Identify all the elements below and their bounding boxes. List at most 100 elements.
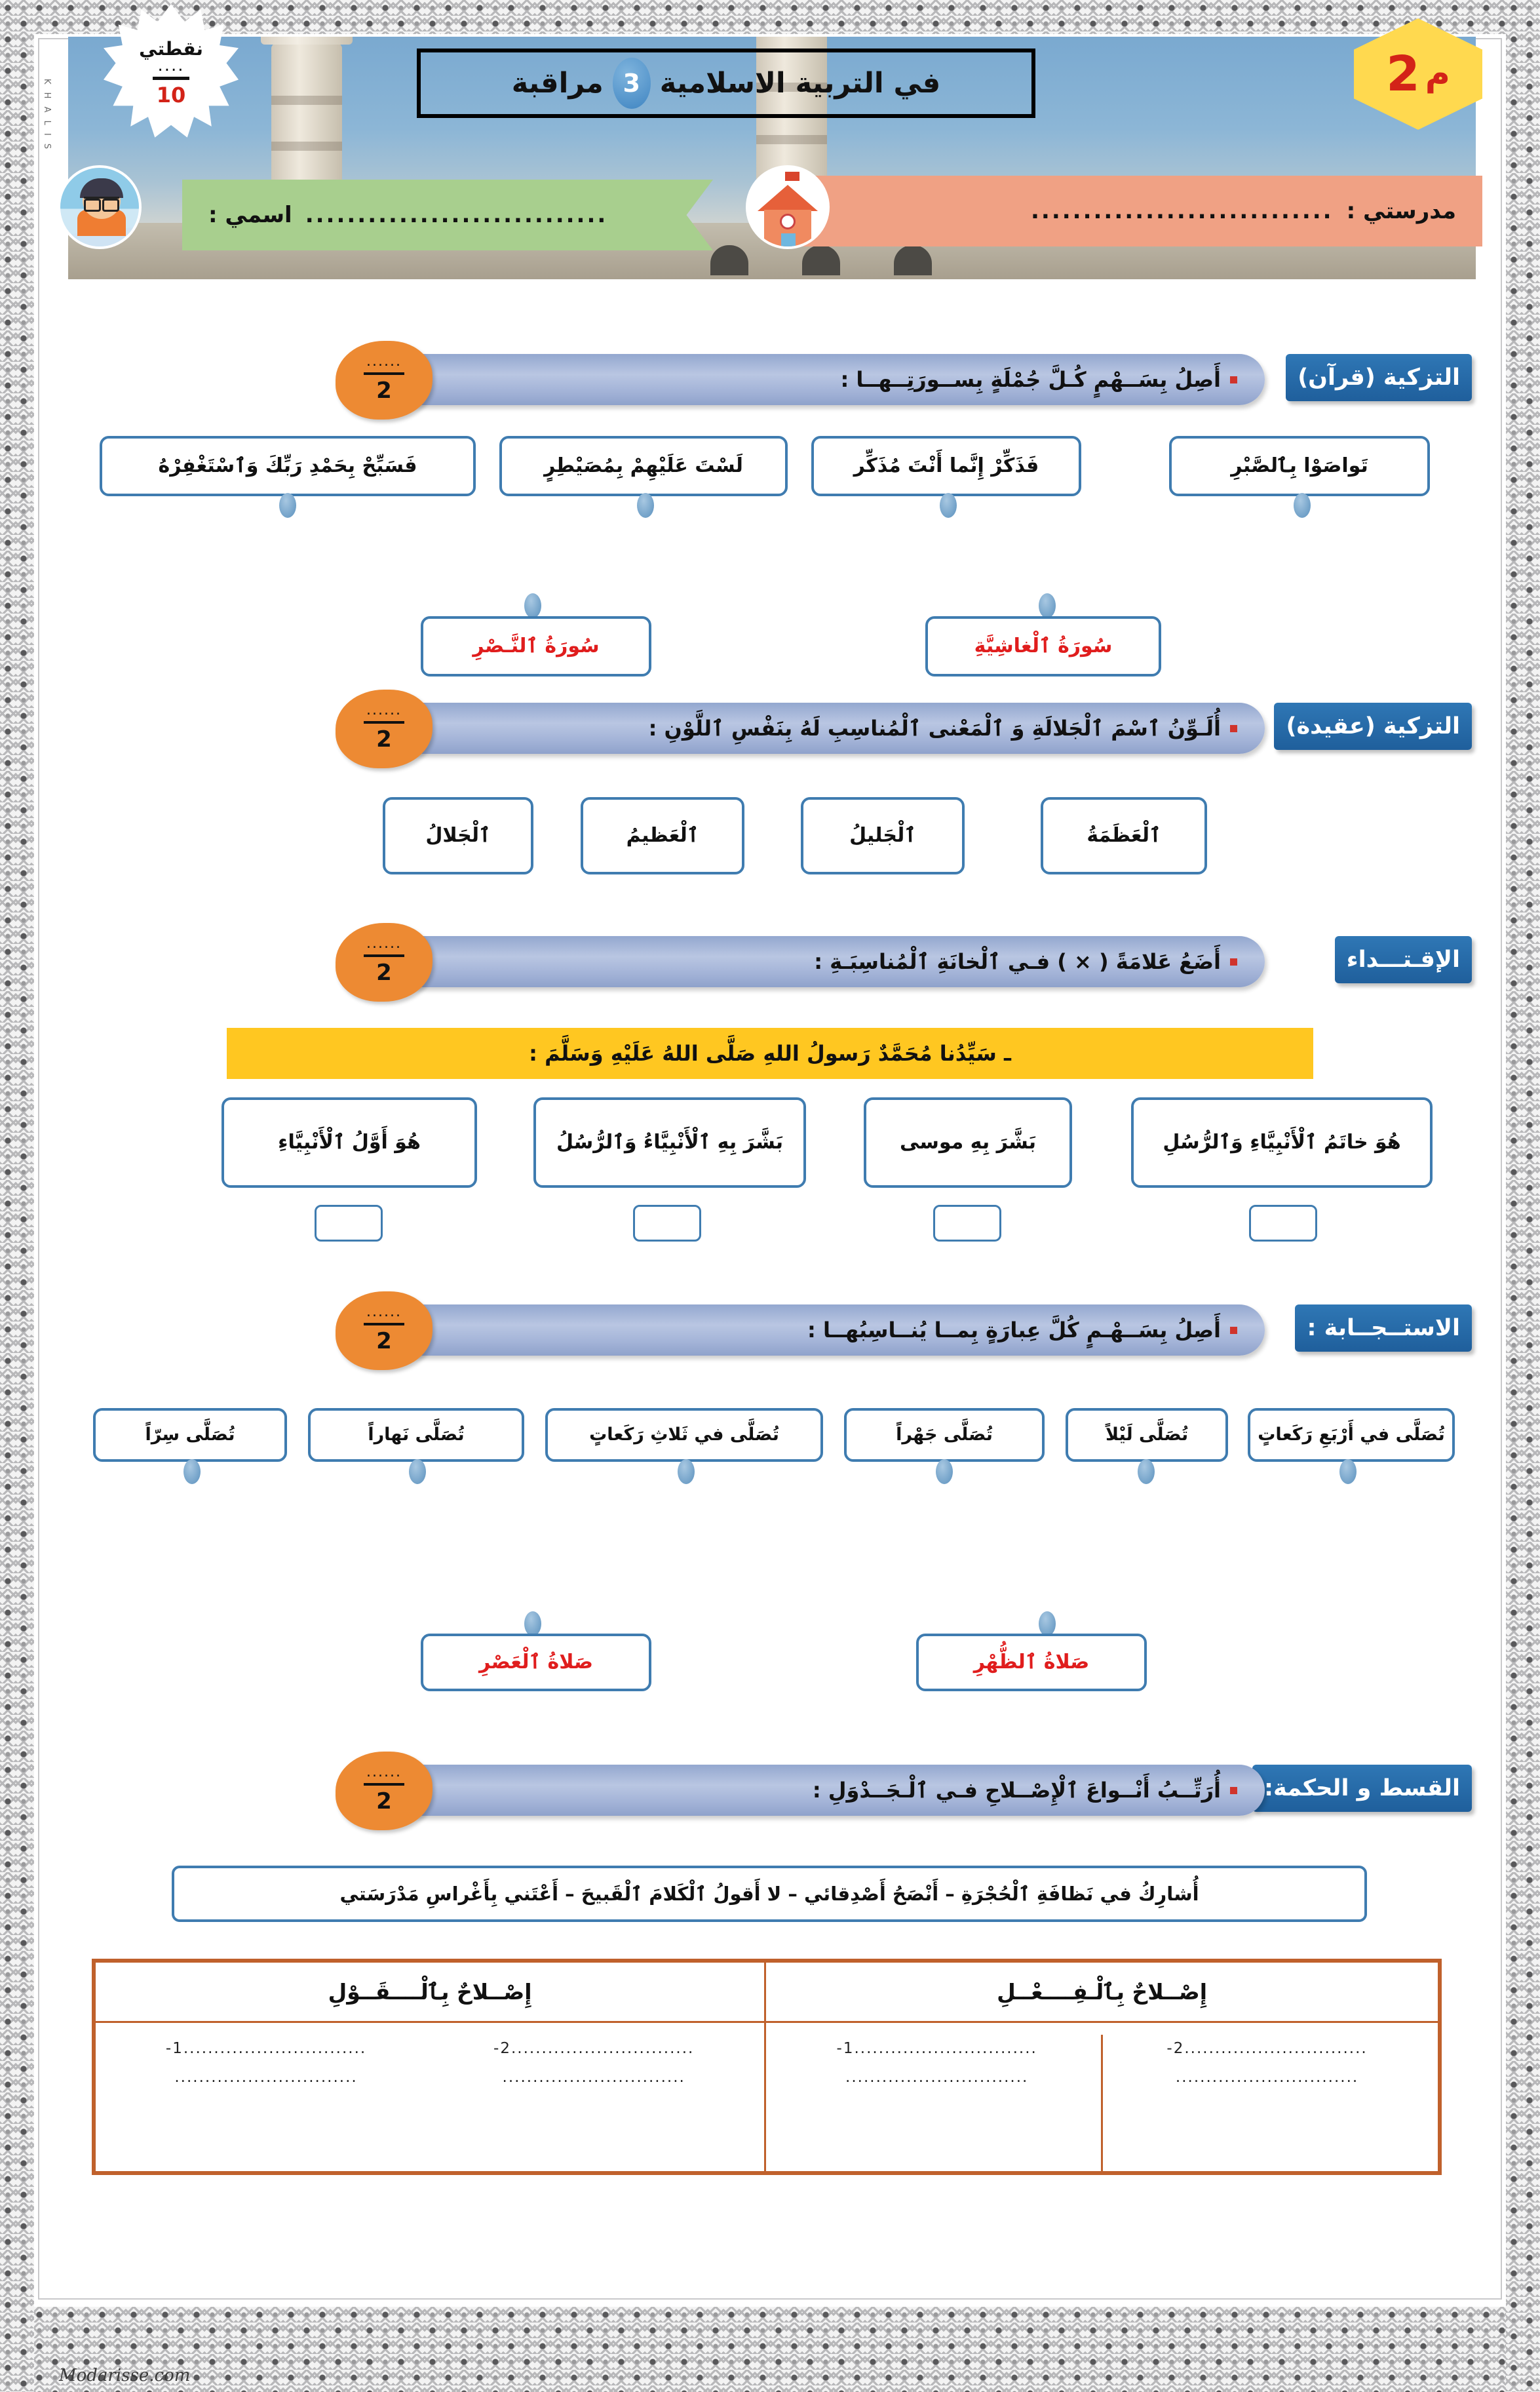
option-box[interactable]: لَسْتَ عَلَيْهِمْ بِمُصَيْطِرٍ	[499, 436, 788, 496]
answer-line[interactable]: ..............................1-	[165, 2040, 367, 2057]
option-box[interactable]: هُوَ أَوَّلُ ٱلْأَنْبِيَّاءِ	[221, 1097, 477, 1188]
school-field-input[interactable]: .............................	[1031, 198, 1334, 224]
option-box[interactable]: هُوَ خاتَمُ ٱلْأَنْبِيَّاءِ وَٱلرُّسُلِ	[1131, 1097, 1433, 1188]
mark-field-tazkiya-quran[interactable]: ...... 2	[336, 341, 433, 420]
option-box[interactable]: تُصَلَّى لَيْلاً	[1066, 1408, 1228, 1462]
mark-divider	[364, 1782, 404, 1786]
connector-dot[interactable]	[183, 1459, 201, 1484]
option-box[interactable]: بَشَّرَ بِهِ موسى	[864, 1097, 1072, 1188]
option-box[interactable]: بَشَّرَ بِهِ ٱلْأَنْبِيَّاءُ وَٱلرُّسُلُ	[533, 1097, 806, 1188]
mark-field-iqtidaa[interactable]: ...... 2	[336, 923, 433, 1002]
connector-dot[interactable]	[1294, 493, 1311, 518]
ornament-border-left	[0, 0, 34, 2392]
instruction-text: أُرَتِّــبُ أَنْــواعَ ٱلْإِصْــلاحِ فـي…	[812, 1778, 1221, 1803]
mark-field-qist-hikma[interactable]: ...... 2	[336, 1752, 433, 1830]
mark-denominator: 2	[376, 726, 392, 753]
connector-dot[interactable]	[940, 493, 957, 518]
classification-table: إِصْــلاحٌ بِٱلْـفِــــعْــلِ إِصْــلاحٌ…	[92, 1959, 1442, 2175]
section-title-istijaba: الاستــجــابة :	[1279, 1304, 1472, 1352]
name-field[interactable]: ............................. اسمي :	[182, 180, 713, 250]
school-field[interactable]: مدرستي : .............................	[775, 176, 1482, 246]
answer-line[interactable]: ..............................1-	[836, 2040, 1037, 2057]
connector-dot[interactable]	[279, 493, 296, 518]
mark-divider	[364, 1322, 404, 1325]
name-field-input[interactable]: .............................	[305, 202, 608, 228]
option-box[interactable]: ٱلْجَليلُ	[801, 797, 965, 874]
answer-line[interactable]: ..............................	[502, 2068, 685, 2086]
school-field-label: مدرستي :	[1346, 198, 1456, 224]
target-box[interactable]: صَلاةُ ٱلظُّهْرِ	[916, 1634, 1147, 1691]
mark-denominator: 2	[376, 1788, 392, 1814]
instruction-tazkiya-aqida: أُلَـوِّنُ ٱسْمَ ٱلْجَلالَةِ وَ ٱلْمَعْن…	[387, 703, 1265, 754]
section-title-qist-hikma: القسط و الحكمة:	[1237, 1765, 1472, 1812]
mark-field-tazkiya-aqida[interactable]: ...... 2	[336, 690, 433, 768]
instruction-text: أَصِلُ بِسَــهْمٍ كُـلَّ جُمْلَةٍ بِســو…	[840, 367, 1221, 392]
answer-checkbox[interactable]	[315, 1205, 383, 1242]
option-box[interactable]: ٱلْعَظيمُ	[581, 797, 744, 874]
connector-dot[interactable]	[936, 1459, 953, 1484]
target-box[interactable]: سُورَةُ ٱلْغاشِيَّةِ	[925, 616, 1161, 676]
score-blank[interactable]: ....	[157, 56, 185, 76]
answer-checkbox[interactable]	[1249, 1205, 1317, 1242]
option-box[interactable]: ٱلْعَظَمَةُ	[1041, 797, 1207, 874]
option-box[interactable]: فَذَكِّرْ إِنَّما أَنْتَ مُذَكِّر	[811, 436, 1081, 496]
option-box[interactable]: ٱلْجَلالُ	[383, 797, 533, 874]
option-box[interactable]: تَواصَوْا بِٱلصَّبْرِ	[1169, 436, 1430, 496]
option-box[interactable]: فَسَبِّحْ بِحَمْدِ رَبِّكَ وَٱسْتَغْفِرْ…	[100, 436, 476, 496]
bullet-icon	[1230, 958, 1237, 966]
option-box[interactable]: تُصَلَّى في ثَلاثِ رَكَعاتٍ	[545, 1408, 823, 1462]
mark-denominator: 2	[376, 959, 392, 986]
mark-blank[interactable]: ......	[366, 353, 402, 370]
table-cell[interactable]: ..............................2- .......…	[93, 2021, 767, 2173]
mark-divider	[364, 720, 404, 724]
watermark-text: K H A L I S	[42, 79, 52, 152]
instruction-qist-hikma: أُرَتِّــبُ أَنْــواعَ ٱلْإِصْــلاحِ فـي…	[387, 1765, 1265, 1816]
section-title-tazkiya-quran: التزكية (قرآن)	[1270, 354, 1472, 401]
instruction-text: أَضَعُ عَلامَةً ( × ) فـي ٱلْخانَةِ ٱلْم…	[814, 949, 1221, 974]
title-prefix: مراقبة	[511, 67, 604, 100]
mark-blank[interactable]: ......	[366, 1764, 402, 1781]
connector-dot[interactable]	[409, 1459, 426, 1484]
answer-line[interactable]: ..............................2-	[1166, 2040, 1368, 2057]
option-box[interactable]: تُصَلَّى جَهْراً	[844, 1408, 1045, 1462]
connector-dot[interactable]	[637, 493, 654, 518]
connector-dot[interactable]	[524, 593, 541, 618]
connector-dot[interactable]	[1039, 593, 1056, 618]
answer-line[interactable]: ..............................2-	[493, 2040, 695, 2057]
connector-dot[interactable]	[1138, 1459, 1155, 1484]
option-box[interactable]: تُصَلَّى في أَرْبَعِ رَكَعاتٍ	[1248, 1408, 1455, 1462]
answer-line[interactable]: ..............................	[1175, 2068, 1359, 2086]
mark-divider	[364, 372, 404, 375]
name-field-label: اسمي :	[208, 202, 292, 228]
mark-field-istijaba[interactable]: ...... 2	[336, 1291, 433, 1370]
table-cell[interactable]: ..............................2- .......…	[764, 2021, 1440, 2173]
option-box[interactable]: تُصَلَّى سِرّاً	[93, 1408, 287, 1462]
page-title: في التربية الاسلامية 3 مراقبة	[417, 49, 1035, 118]
mark-blank[interactable]: ......	[366, 1304, 402, 1321]
ornament-border-top	[0, 0, 1540, 34]
connector-dot[interactable]	[524, 1611, 541, 1636]
connector-dot[interactable]	[1339, 1459, 1357, 1484]
table-header-cell: إِصْــلاحٌ بِٱلْــــقَــوْلِ	[93, 1961, 767, 2023]
mark-denominator: 2	[376, 377, 392, 404]
mark-blank[interactable]: ......	[366, 702, 402, 719]
connector-dot[interactable]	[678, 1459, 695, 1484]
score-label: نقطتي	[139, 38, 203, 60]
mark-divider	[364, 954, 404, 957]
connector-dot[interactable]	[1039, 1611, 1056, 1636]
table-header-row: إِصْــلاحٌ بِٱلْـفِــــعْــلِ إِصْــلاحٌ…	[93, 1961, 1440, 2023]
answer-line[interactable]: ..............................	[845, 2068, 1029, 2086]
target-box[interactable]: صَلاةُ ٱلْعَصْرِ	[421, 1634, 651, 1691]
answer-checkbox[interactable]	[933, 1205, 1001, 1242]
mark-blank[interactable]: ......	[366, 935, 402, 952]
option-box[interactable]: تُصَلَّى نَهاراً	[308, 1408, 524, 1462]
section-title-tazkiya-aqida: التزكية (عقيدة)	[1258, 703, 1472, 750]
instruction-istijaba: أَصِلُ بِسَــهْـمٍ كُلَّ عِبارَةٍ بِمــا…	[387, 1304, 1265, 1356]
exam-number-badge: 3	[612, 58, 651, 109]
answer-checkbox[interactable]	[633, 1205, 701, 1242]
target-box[interactable]: سُورَةُ ٱلنَّـصْرِ	[421, 616, 651, 676]
instruction-iqtidaa: أَضَعُ عَلامَةً ( × ) فـي ٱلْخانَةِ ٱلْم…	[387, 936, 1265, 987]
answer-line[interactable]: ..............................	[174, 2068, 358, 2086]
ornament-border-bottom	[0, 2307, 1540, 2392]
